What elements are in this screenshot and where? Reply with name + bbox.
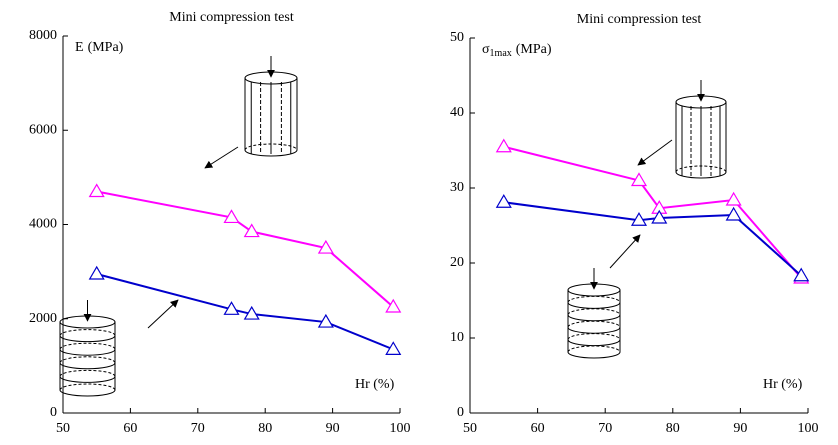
y-axis-label: σ1max (MPa) — [482, 42, 552, 59]
y-tick-label: 4000 — [29, 217, 57, 232]
icon-ring-back — [59, 329, 116, 336]
x-tick-label: 100 — [798, 421, 819, 436]
pointer-arrow — [204, 146, 239, 169]
data-point — [317, 313, 334, 328]
x-tick-label: 50 — [56, 421, 70, 436]
series-line — [96, 273, 394, 351]
data-point — [223, 209, 240, 224]
data-point — [385, 341, 402, 355]
y-tick-label: 6000 — [29, 122, 57, 137]
data-point — [243, 223, 260, 238]
x-axis-label: Hr (%) — [763, 377, 803, 392]
icon-bottom — [675, 171, 727, 179]
data-point — [651, 209, 668, 224]
icon-ring — [59, 349, 116, 356]
chart-title: Mini compression test — [577, 12, 702, 27]
icon-ring-back — [567, 295, 621, 303]
y-tick-label: 0 — [457, 405, 464, 420]
data-point — [495, 194, 512, 208]
icon-bottom — [244, 149, 298, 157]
icon-ring-back — [59, 342, 116, 350]
chart-title: Mini compression test — [169, 10, 294, 25]
y-label-unit: (MPa) — [516, 42, 552, 57]
icon-ring-back — [567, 320, 621, 328]
y-tick-label: 0 — [50, 405, 57, 420]
x-tick-label: 60 — [531, 421, 545, 436]
y-label-unit: (MPa) — [88, 40, 124, 55]
icon-ring-back — [567, 308, 621, 315]
x-axis-label: Hr (%) — [355, 377, 395, 392]
x-tick-label: 100 — [390, 421, 411, 436]
specimen-icon — [244, 56, 298, 157]
data-point — [317, 239, 334, 254]
specimen-icon — [567, 268, 621, 359]
series-line — [96, 190, 394, 308]
y-tick-label: 40 — [450, 105, 464, 120]
icon-bottom — [567, 351, 621, 359]
pointer-arrow — [147, 299, 179, 329]
icon-ring — [567, 314, 621, 322]
icon-ring — [567, 302, 621, 309]
icon-ring — [59, 376, 116, 383]
data-point — [630, 212, 648, 226]
pointer-arrow — [609, 234, 641, 269]
data-point — [88, 265, 105, 280]
data-point — [630, 172, 648, 187]
icon-bottom-back — [59, 383, 116, 391]
icon-ring — [567, 339, 621, 347]
x-tick-label: 60 — [123, 421, 137, 436]
x-tick-label: 80 — [666, 421, 680, 436]
y-label-symbol: σ — [482, 42, 490, 57]
y-label-subscript: 1max — [490, 48, 512, 59]
y-axis-label: E (MPa) — [75, 40, 124, 55]
icon-ring — [59, 362, 116, 370]
x-tick-label: 70 — [191, 421, 205, 436]
y-tick-label: 30 — [450, 180, 464, 195]
data-point — [495, 138, 512, 153]
specimen-icon — [675, 80, 727, 179]
x-tick-label: 90 — [733, 421, 747, 436]
y-tick-label: 8000 — [29, 28, 57, 43]
icon-ring-back — [59, 369, 116, 377]
data-point — [243, 305, 260, 320]
icon-ring-back — [59, 356, 116, 363]
data-point — [725, 191, 742, 206]
pointer-arrow — [637, 139, 673, 166]
x-tick-label: 90 — [326, 421, 340, 436]
data-point — [88, 183, 105, 198]
data-point — [725, 206, 742, 221]
y-tick-label: 10 — [450, 330, 464, 345]
icon-bottom — [59, 389, 116, 397]
icon-ring — [567, 327, 621, 334]
x-tick-label: 70 — [598, 421, 612, 436]
data-point — [223, 301, 240, 315]
y-label-symbol: E — [75, 40, 84, 55]
y-tick-label: 20 — [450, 255, 464, 270]
x-tick-label: 80 — [258, 421, 272, 436]
data-point — [793, 267, 810, 282]
y-tick-label: 2000 — [29, 311, 57, 326]
x-tick-label: 50 — [463, 421, 477, 436]
y-tick-label: 50 — [450, 30, 464, 45]
data-point — [385, 298, 402, 313]
icon-bottom-back — [567, 345, 621, 353]
specimen-icon — [59, 300, 116, 397]
icon-ring-back — [567, 333, 621, 340]
icon-ring — [59, 335, 116, 343]
